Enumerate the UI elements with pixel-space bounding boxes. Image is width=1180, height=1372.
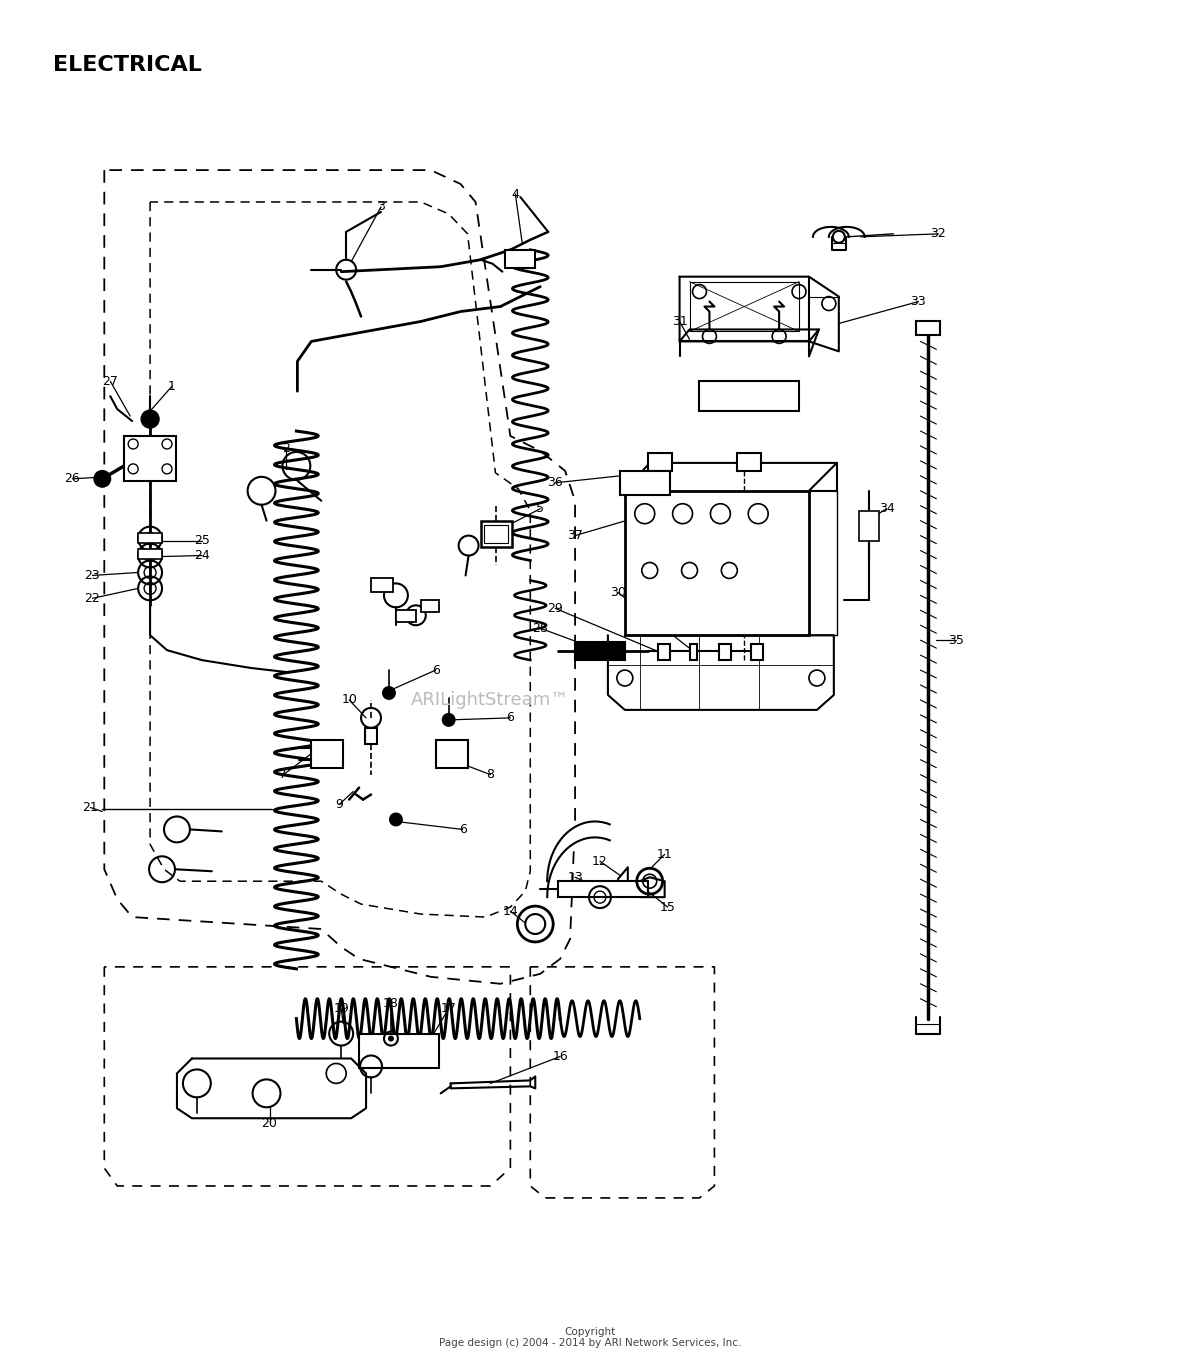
Bar: [738, 453, 761, 471]
Text: 19: 19: [333, 1002, 349, 1015]
Text: 16: 16: [552, 1050, 568, 1063]
Bar: [689, 645, 697, 660]
Text: 36: 36: [548, 476, 563, 490]
Text: 20: 20: [262, 1117, 277, 1129]
Text: 22: 22: [85, 591, 100, 605]
Text: 4: 4: [511, 188, 519, 200]
Text: 21: 21: [83, 801, 98, 814]
Text: 13: 13: [568, 871, 583, 884]
Bar: [620, 471, 669, 495]
Bar: [485, 524, 509, 542]
Text: 33: 33: [911, 295, 926, 309]
Bar: [396, 611, 415, 623]
Text: 14: 14: [503, 904, 518, 918]
Circle shape: [389, 812, 402, 826]
Text: 34: 34: [879, 502, 894, 516]
Bar: [720, 645, 732, 660]
Bar: [124, 436, 176, 480]
Bar: [859, 510, 879, 541]
Text: 32: 32: [931, 228, 946, 240]
Bar: [505, 250, 536, 268]
Bar: [371, 579, 393, 593]
Text: 17: 17: [441, 1002, 457, 1015]
Text: 31: 31: [671, 316, 688, 328]
Bar: [435, 740, 467, 768]
Text: 2: 2: [282, 442, 290, 456]
Circle shape: [93, 469, 111, 488]
Text: 3: 3: [378, 200, 385, 214]
Text: 27: 27: [103, 375, 118, 388]
Bar: [359, 1033, 439, 1069]
Text: Copyright
Page design (c) 2004 - 2014 by ARI Network Services, Inc.: Copyright Page design (c) 2004 - 2014 by…: [439, 1327, 741, 1349]
Text: 7: 7: [280, 768, 288, 781]
Bar: [752, 645, 763, 660]
Text: 29: 29: [548, 602, 563, 615]
Bar: [480, 520, 512, 546]
Text: 6: 6: [506, 711, 514, 724]
Text: 30: 30: [610, 586, 625, 600]
Text: 28: 28: [532, 622, 549, 635]
Circle shape: [142, 410, 159, 428]
Text: 25: 25: [194, 534, 210, 547]
Bar: [365, 727, 376, 744]
Bar: [558, 881, 648, 897]
Text: 35: 35: [949, 634, 964, 646]
Text: 37: 37: [568, 530, 583, 542]
Text: 24: 24: [194, 549, 210, 563]
Text: ELECTRICAL: ELECTRICAL: [53, 55, 202, 74]
Bar: [689, 281, 799, 332]
Circle shape: [441, 713, 455, 727]
Text: 8: 8: [486, 768, 494, 781]
Bar: [421, 601, 439, 612]
Bar: [138, 532, 162, 542]
Bar: [575, 642, 625, 660]
Text: 18: 18: [384, 997, 399, 1010]
Bar: [700, 381, 799, 412]
Bar: [657, 645, 669, 660]
Bar: [625, 491, 809, 635]
Text: 10: 10: [341, 693, 358, 707]
Bar: [138, 549, 162, 558]
Text: 26: 26: [65, 472, 80, 486]
Bar: [312, 740, 343, 768]
Circle shape: [382, 686, 396, 700]
Bar: [917, 321, 940, 335]
Text: 1: 1: [168, 380, 176, 392]
Text: 23: 23: [85, 569, 100, 582]
Text: 5: 5: [536, 502, 544, 516]
Text: 12: 12: [592, 855, 608, 867]
Text: 9: 9: [335, 799, 343, 811]
Text: 6: 6: [432, 664, 440, 676]
Text: ARILightStream™: ARILightStream™: [412, 691, 570, 709]
Circle shape: [388, 1036, 394, 1041]
Text: 6: 6: [459, 823, 466, 836]
Bar: [648, 453, 671, 471]
Text: 15: 15: [660, 900, 676, 914]
Text: 11: 11: [657, 848, 673, 860]
